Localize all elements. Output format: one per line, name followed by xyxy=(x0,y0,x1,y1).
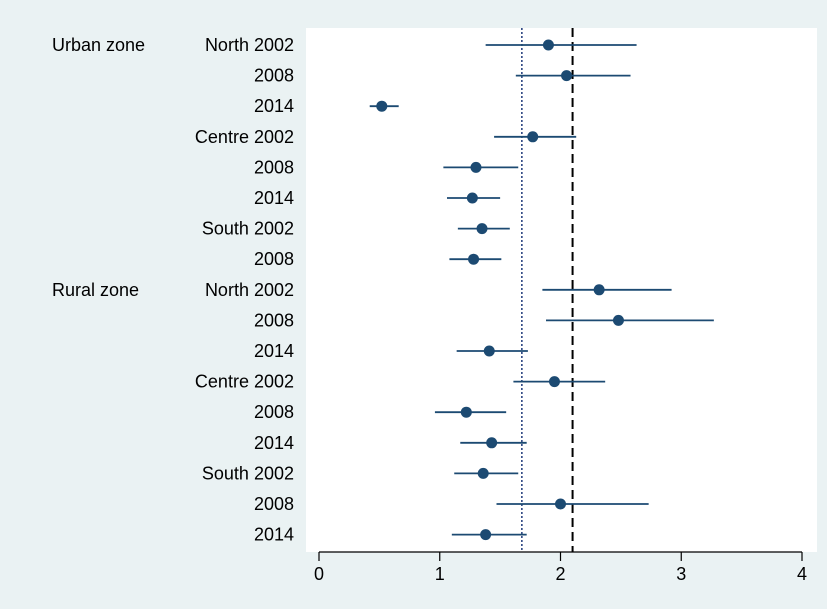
point-estimate-marker xyxy=(593,284,605,296)
point-estimate-marker xyxy=(561,70,573,82)
row-label: North 2002 xyxy=(205,280,294,300)
point-estimates xyxy=(376,39,624,541)
row-label: Centre 2002 xyxy=(195,127,294,147)
row-label: 2008 xyxy=(254,494,294,514)
point-estimate-marker xyxy=(483,345,495,357)
point-estimate-marker xyxy=(466,192,478,204)
row-label: 2008 xyxy=(254,66,294,86)
point-estimate-marker xyxy=(548,376,560,388)
point-estimate-marker xyxy=(468,253,480,265)
x-tick-label: 0 xyxy=(314,564,324,584)
reference-lines xyxy=(521,28,574,552)
row-label: 2014 xyxy=(254,525,294,545)
row-label: 2014 xyxy=(254,341,294,361)
row-label: South 2002 xyxy=(202,463,294,483)
x-axis: 0 1 2 3 4 xyxy=(314,551,807,584)
point-estimate-marker xyxy=(555,498,566,510)
row-labels: North 2002 2008 2014 Centre 2002 2008 2014 Sou… xyxy=(195,35,294,545)
row-label: 2008 xyxy=(254,157,294,177)
row-label: 2014 xyxy=(254,433,294,453)
point-estimate-marker xyxy=(470,161,482,173)
row-label: South 2002 xyxy=(202,219,294,239)
row-label: 2014 xyxy=(254,188,294,208)
point-estimate-marker xyxy=(480,529,492,541)
x-tick-label: 4 xyxy=(797,564,807,584)
group-label: Urban zone xyxy=(52,35,145,55)
point-estimate-marker xyxy=(376,100,388,112)
point-estimate-marker xyxy=(612,314,624,326)
point-estimate-marker xyxy=(476,223,488,235)
row-label: 2014 xyxy=(254,96,294,116)
point-estimate-marker xyxy=(486,437,498,449)
x-tick-label: 2 xyxy=(555,564,565,584)
point-estimate-marker xyxy=(527,131,539,143)
row-label: 2008 xyxy=(254,402,294,422)
group-label: Rural zone xyxy=(52,280,139,300)
confidence-intervals xyxy=(369,44,714,536)
x-tick-label: 3 xyxy=(676,564,686,584)
point-estimate-marker xyxy=(477,467,489,479)
x-tick-label: 1 xyxy=(435,564,445,584)
row-label: 2008 xyxy=(254,310,294,330)
point-estimate-marker xyxy=(542,39,554,51)
row-label: North 2002 xyxy=(205,35,294,55)
point-estimate-marker xyxy=(460,406,472,418)
row-label: Centre 2002 xyxy=(195,372,294,392)
group-labels: Urban zone Rural zone xyxy=(52,35,145,300)
row-label: 2008 xyxy=(254,249,294,269)
